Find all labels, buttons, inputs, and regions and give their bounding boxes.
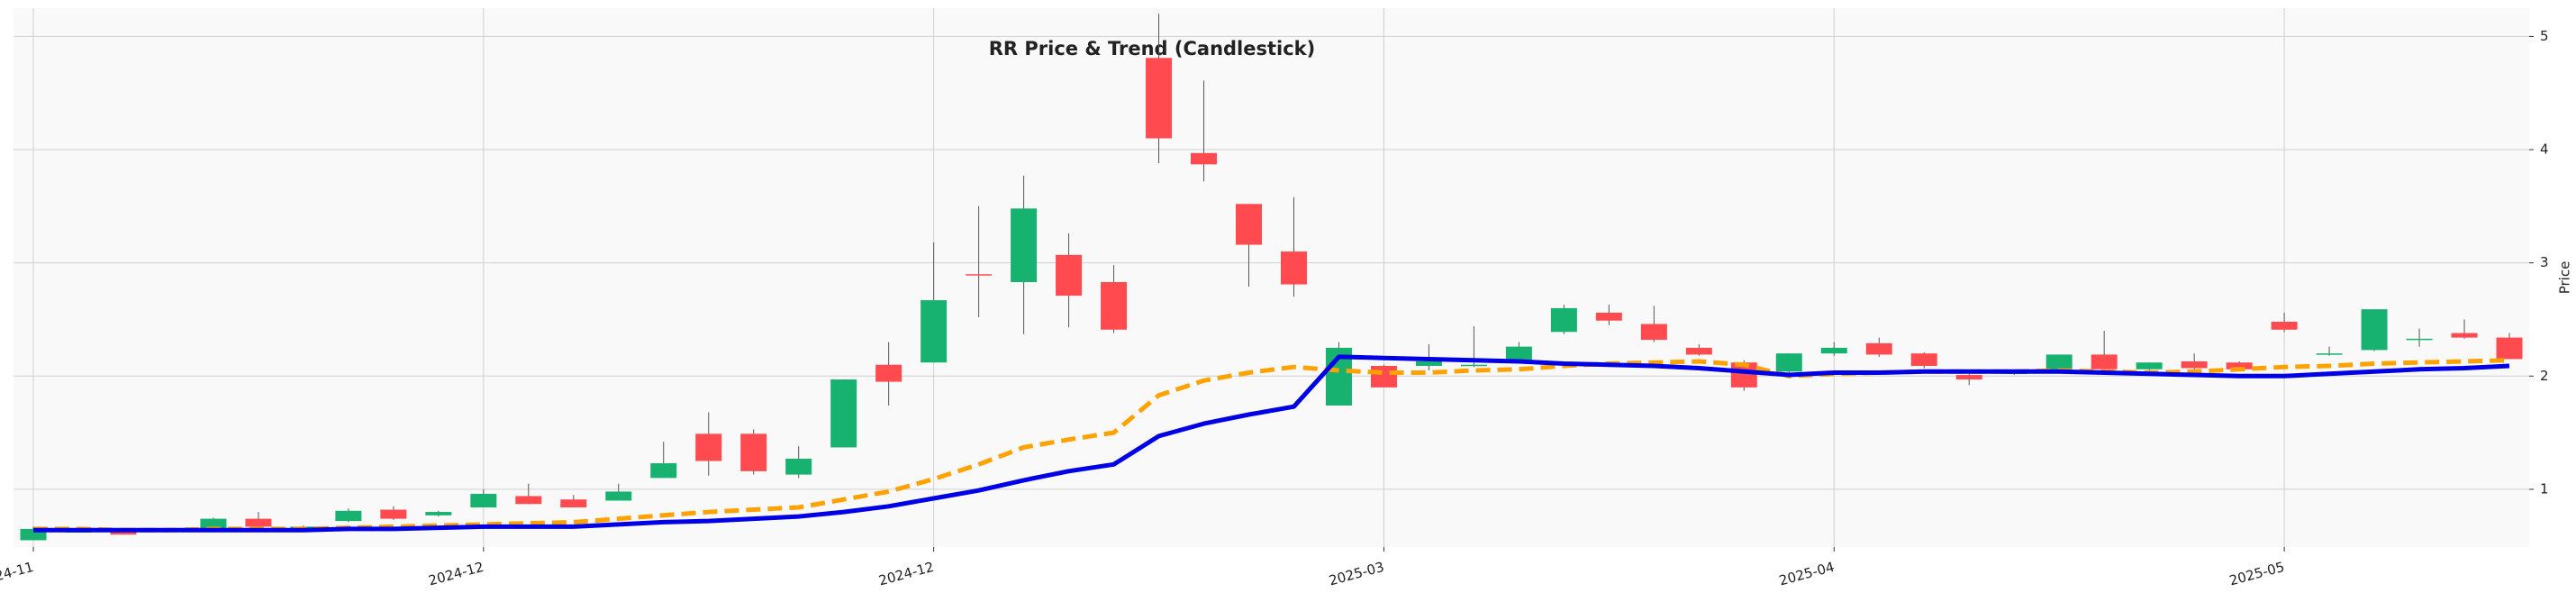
candle-body (470, 493, 497, 508)
candle-body (740, 433, 767, 471)
candle-body (200, 518, 227, 529)
candle-body (1011, 208, 1038, 283)
candle-body (2181, 360, 2208, 369)
candle-body (1820, 347, 1847, 354)
candle-body (830, 379, 857, 448)
candle-body (335, 510, 362, 522)
candle-body (1595, 312, 1622, 321)
candle-body (2271, 321, 2298, 330)
candle-body (1146, 58, 1173, 139)
x-tick-label: 2024-11 (0, 559, 35, 589)
candle-body (1280, 251, 1307, 285)
candle-body (605, 491, 632, 501)
y-tick-label: 4 (2540, 141, 2549, 158)
candle-body (2496, 337, 2523, 360)
x-tick-label: 2024-12 (877, 559, 936, 589)
candle-body (1415, 360, 1442, 366)
candle-body (875, 364, 903, 382)
plot-area (14, 8, 2529, 547)
y-tick-label: 1 (2540, 480, 2549, 497)
trend-line (33, 354, 2510, 533)
candle-body (2136, 362, 2163, 369)
x-tick-label: 2024-12 (427, 559, 485, 589)
candle-body (1460, 364, 1487, 367)
chart-title: RR Price & Trend (Candlestick) (989, 38, 1316, 59)
candle-body (2451, 333, 2478, 338)
y-tick-label: 2 (2540, 368, 2549, 384)
candle-body (1955, 375, 1982, 380)
candle-body (1865, 342, 1892, 355)
candle-body (1236, 204, 1263, 245)
y-tick-label: 3 (2540, 254, 2549, 270)
candle-body (1101, 282, 1128, 330)
candle-body (425, 512, 452, 515)
candle-body (921, 300, 948, 363)
candle-body (515, 496, 542, 505)
x-tick-label: 2025-04 (1777, 559, 1836, 589)
candle-body (1640, 324, 1667, 341)
y-tick-label: 5 (2540, 28, 2549, 44)
y-axis-label: Price (2557, 261, 2573, 295)
candle-body (1910, 353, 1937, 366)
candle-body (650, 463, 677, 479)
candle-body (1775, 353, 1802, 372)
candle-body (1056, 254, 1083, 296)
candle-body (785, 459, 812, 475)
candle-body (2045, 354, 2073, 369)
candle-body (1370, 365, 1397, 388)
candle-body (1191, 152, 1218, 165)
candle-body (245, 518, 272, 527)
candle-body (2226, 362, 2253, 369)
candle-body (1550, 307, 1577, 333)
candle-body (695, 433, 722, 461)
x-tick-label: 2025-03 (1327, 559, 1385, 589)
candle-body (1685, 347, 1712, 355)
x-tick-label: 2025-05 (2227, 559, 2286, 589)
candle-body (560, 499, 587, 508)
candle-body (966, 274, 993, 276)
candle-body (2316, 353, 2343, 355)
candle-body (380, 509, 407, 519)
candle-body (2361, 309, 2388, 351)
candle-body (2091, 354, 2118, 369)
candle-body (1505, 346, 1532, 361)
candle-body (2406, 338, 2433, 341)
